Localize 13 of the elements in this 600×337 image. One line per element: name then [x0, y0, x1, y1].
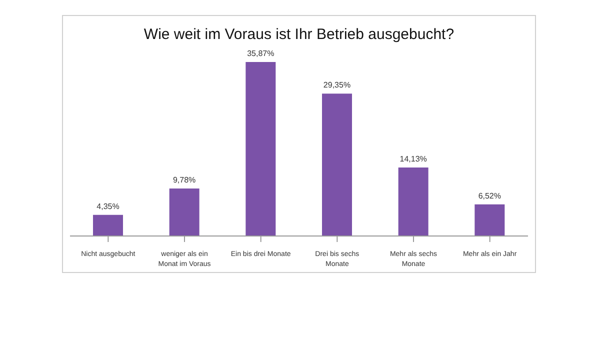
data-label: 35,87%: [247, 49, 274, 58]
data-label: 6,52%: [478, 191, 502, 200]
bar: [474, 204, 505, 236]
data-label: 9,78%: [172, 176, 196, 185]
data-label: 29,35%: [323, 80, 351, 90]
bar: [322, 94, 352, 236]
bar: [169, 188, 200, 236]
bar: [398, 167, 428, 236]
data-label: 4,35%: [96, 202, 120, 211]
bar: [246, 62, 276, 236]
bar: [93, 214, 123, 236]
data-label: 14,13%: [400, 154, 427, 164]
chart-title: Wie weit im Voraus ist Ihr Betrieb ausgebucht?: [142, 26, 456, 43]
